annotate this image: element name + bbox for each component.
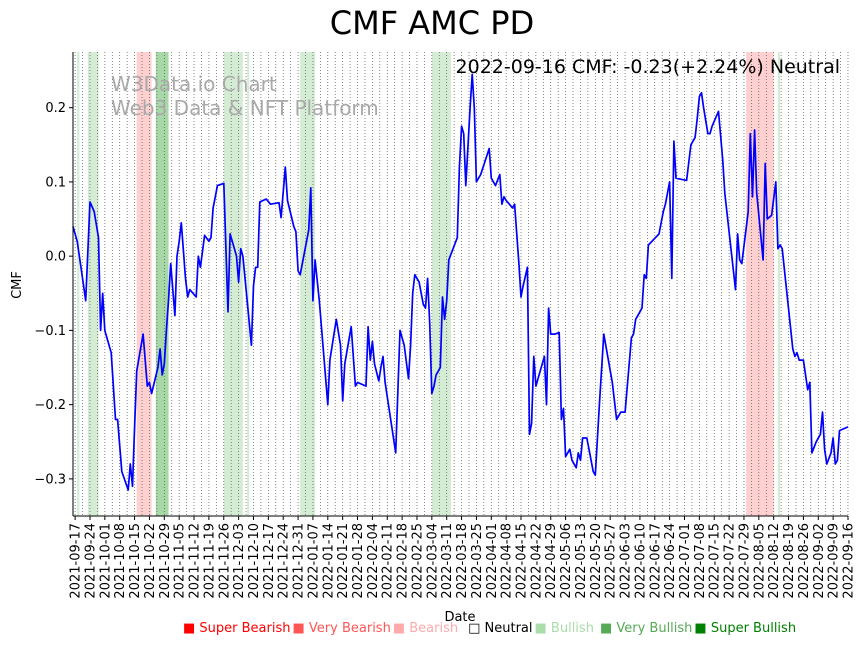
x-tick-label: 2022-03-25 (470, 523, 485, 599)
x-ticks: 2021-09-17 2021-09-24 2021-10-01 2021-10-08… (69, 516, 857, 599)
signal-band (155, 52, 169, 516)
x-tick-label: 2022-07-08 (693, 523, 708, 599)
x-tick-label: 2022-03-04 (425, 523, 440, 599)
signal-band (247, 52, 250, 516)
x-tick-label: 2022-07-15 (708, 523, 723, 599)
signal-bands (77, 52, 781, 516)
x-tick-label: 2021-10-08 (113, 523, 128, 599)
status-text: 2022-09-16 CMF: -0.23(+2.24%) Neutral (456, 56, 840, 78)
x-tick-label: 2021-12-24 (277, 523, 292, 599)
axes (72, 52, 848, 517)
y-axis-label: CMF (10, 271, 25, 299)
x-tick-label: 2022-04-01 (485, 523, 500, 599)
watermark-line-2: Web3 Data & NFT Platform (111, 96, 379, 120)
x-tick-label: 2022-01-28 (351, 523, 366, 599)
x-tick-label: 2022-01-07 (306, 523, 321, 599)
y-tick-label: 0.2 (45, 101, 66, 116)
x-tick-label: 2021-11-26 (217, 523, 232, 599)
series-line (72, 73, 849, 491)
x-tick-label: 2021-12-31 (292, 523, 307, 599)
x-tick-label: 2022-05-20 (589, 523, 604, 599)
y-tick-label: 0.1 (45, 175, 66, 190)
x-tick-label: 2022-04-15 (515, 523, 530, 599)
x-tick-label: 2022-09-02 (812, 523, 827, 599)
x-tick-label: 2021-10-15 (128, 523, 143, 599)
x-tick-label: 2021-09-17 (69, 523, 84, 599)
x-tick-label: 2022-06-03 (619, 523, 634, 599)
x-tick-label: 2022-05-06 (559, 523, 574, 599)
signal-band (746, 52, 774, 516)
signal-band (300, 52, 316, 516)
x-tick-label: 2021-10-29 (158, 523, 173, 599)
x-tick-label: 2021-09-24 (83, 523, 98, 599)
legend-item: ■ Super Bullish (694, 621, 797, 636)
x-tick-label: 2021-11-05 (173, 523, 188, 599)
x-tick-label: 2022-06-24 (663, 523, 678, 599)
x-tick-label: 2022-04-29 (544, 523, 559, 599)
x-tick-label: 2021-12-03 (232, 523, 247, 599)
legend-item: ■ Super Bearish (183, 621, 291, 636)
x-tick-label: 2022-02-18 (396, 523, 411, 599)
y-tick-label: −0.1 (34, 324, 66, 339)
series-group (72, 73, 849, 491)
y-ticks: −0.3 −0.2 −0.1 0.0 0.1 0.2 (34, 101, 73, 487)
x-tick-label: 2022-02-04 (366, 523, 381, 599)
y-tick-label: −0.3 (34, 472, 66, 487)
x-tick-label: 2022-02-25 (410, 523, 425, 599)
x-tick-label: 2022-07-29 (737, 523, 752, 599)
signal-band (223, 52, 243, 516)
x-tick-label: 2022-02-11 (381, 523, 396, 599)
x-tick-label: 2022-05-27 (604, 523, 619, 599)
x-tick-label: 2022-08-12 (767, 523, 782, 599)
x-tick-label: 2021-10-22 (143, 523, 158, 599)
chart-title: CMF AMC PD (329, 4, 535, 42)
x-tick-label: 2022-06-10 (633, 523, 648, 599)
grid-lines (74, 52, 849, 516)
x-tick-label: 2022-08-05 (752, 523, 767, 599)
x-tick-label: 2022-09-16 (842, 523, 857, 599)
x-tick-label: 2022-06-17 (648, 523, 663, 599)
legend-item: □ Neutral (468, 621, 533, 636)
x-tick-label: 2022-01-21 (336, 523, 351, 599)
signal-band (77, 52, 80, 516)
signal-band (777, 52, 781, 516)
x-tick-label: 2022-04-08 (500, 523, 515, 599)
legend: ■ Super Bearish ■ Very Bearish ■ Bearish □ … (183, 621, 798, 636)
x-tick-label: 2022-08-19 (782, 523, 797, 599)
x-tick-label: 2022-09-09 (827, 523, 842, 599)
y-tick-label: 0.0 (45, 250, 66, 265)
legend-item: ■ Very Bearish (292, 621, 391, 636)
signal-band (87, 52, 99, 516)
x-tick-label: 2021-10-01 (98, 523, 113, 599)
y-tick-label: −0.2 (34, 398, 66, 413)
x-tick-label: 2021-11-12 (188, 523, 203, 599)
x-tick-label: 2021-12-17 (262, 523, 277, 599)
x-axis-label: Date (444, 610, 475, 625)
signal-band (136, 52, 152, 516)
x-tick-label: 2022-01-14 (321, 523, 336, 599)
legend-item: ■ Bearish (392, 621, 459, 636)
x-tick-label: 2022-05-13 (574, 523, 589, 599)
watermark-line-1: W3Data.io Chart (111, 72, 277, 96)
x-tick-label: 2022-04-22 (529, 523, 544, 599)
legend-item: ■ Bullish (534, 621, 594, 636)
x-tick-label: 2022-07-22 (723, 523, 738, 599)
signal-band (431, 52, 451, 516)
legend-item: ■ Very Bullish (599, 621, 693, 636)
x-tick-label: 2022-03-11 (440, 523, 455, 599)
x-tick-label: 2022-03-18 (455, 523, 470, 599)
x-tick-label: 2021-11-19 (202, 523, 217, 599)
x-tick-label: 2021-12-10 (247, 523, 262, 599)
x-tick-label: 2022-07-01 (678, 523, 693, 599)
x-tick-label: 2022-08-26 (797, 523, 812, 599)
